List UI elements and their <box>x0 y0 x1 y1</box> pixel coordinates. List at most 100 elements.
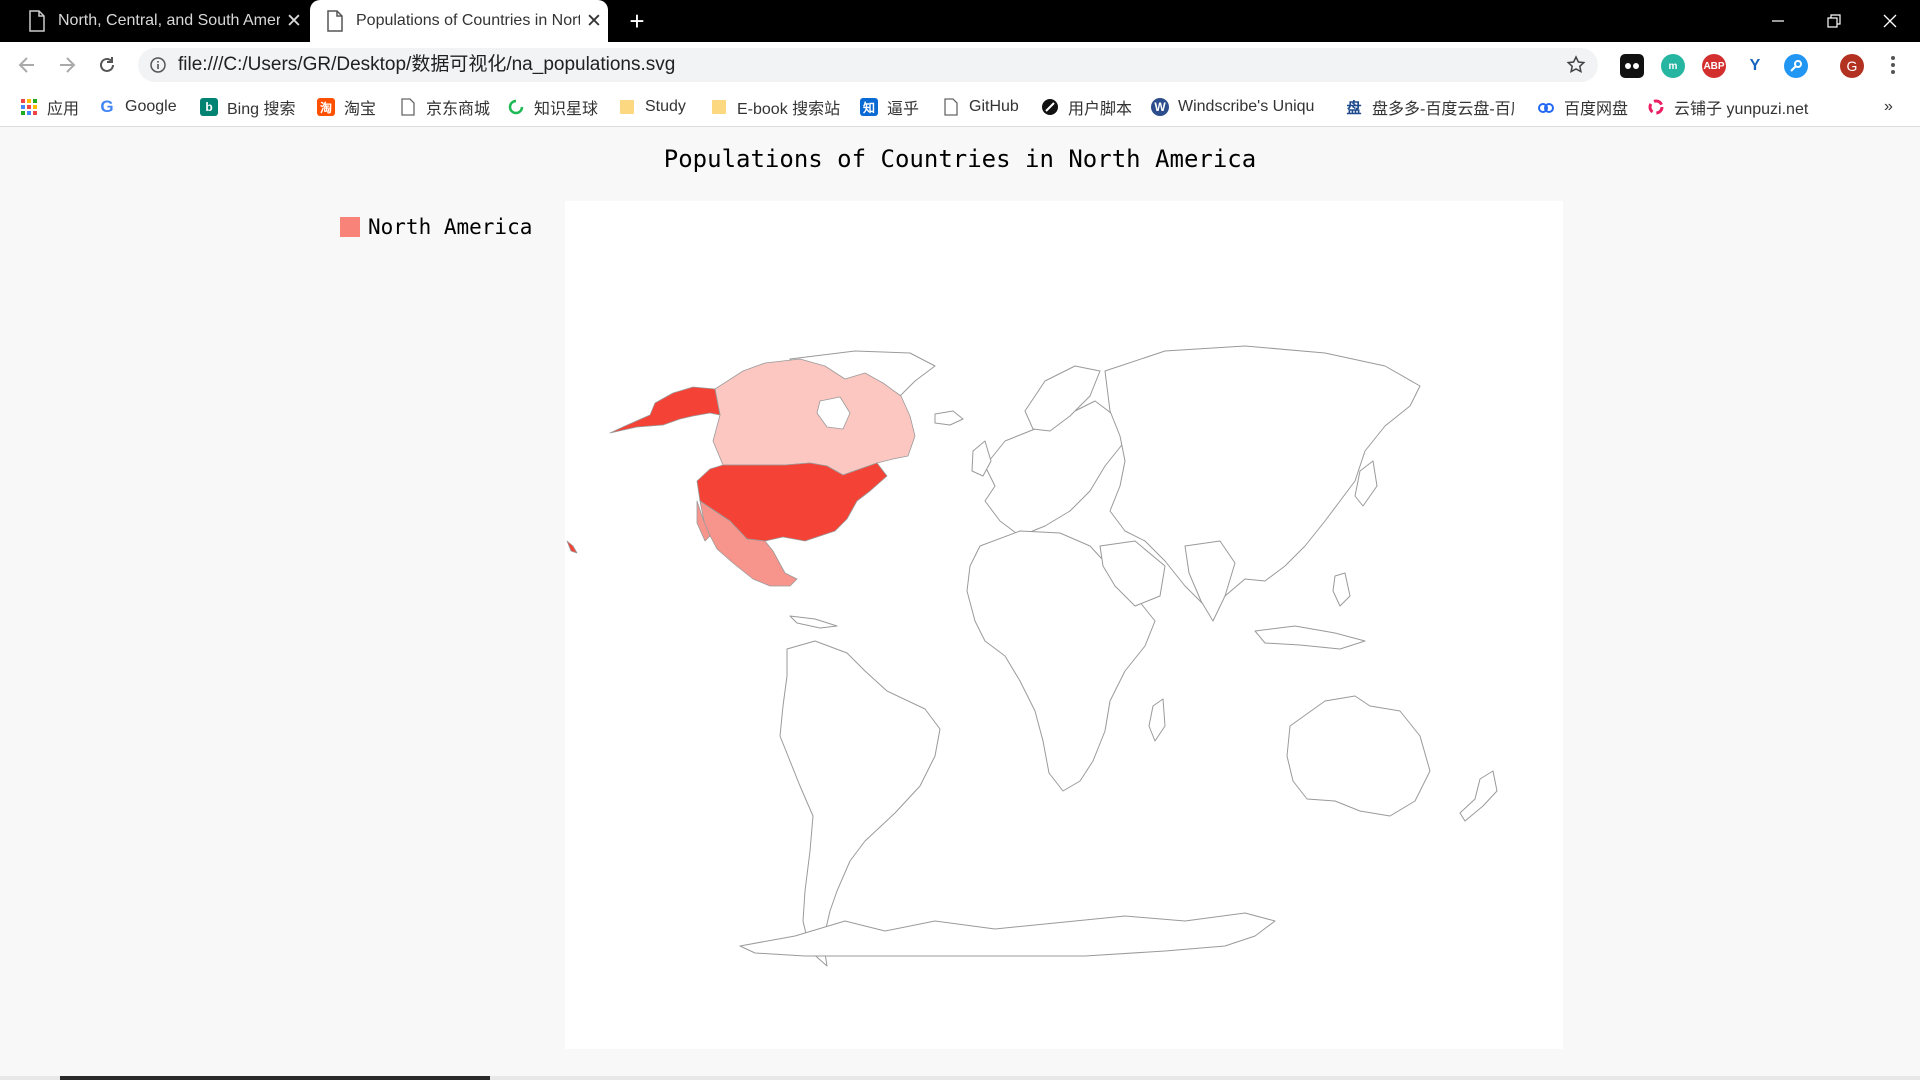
close-icon[interactable]: ✕ <box>286 10 302 32</box>
bookmark-apps[interactable]: 应用 <box>20 88 79 126</box>
page-icon <box>29 10 45 32</box>
folder-icon <box>712 100 726 114</box>
title-bar: North, Central, and South America ✕ Popu… <box>0 0 1920 42</box>
key-icon <box>1790 60 1802 72</box>
script-icon <box>1042 99 1058 115</box>
minimize-button[interactable] <box>1750 0 1806 42</box>
region-cuba[interactable] <box>789 615 838 629</box>
bookmark-star-icon[interactable] <box>1566 55 1586 75</box>
bookmark-label: Study <box>645 98 686 115</box>
bookmark-github[interactable]: GitHub <box>942 88 1019 126</box>
bookmark-label: Bing 搜索 <box>227 101 296 118</box>
bookmark-panduoduo[interactable]: 盘 盘多多-百度云盘-百度 <box>1345 88 1514 126</box>
windscribe-icon: W <box>1151 98 1169 116</box>
continent-south-america[interactable] <box>779 640 941 967</box>
more-bookmarks-button[interactable]: » <box>1884 98 1893 115</box>
extension-4-icon[interactable]: Y <box>1749 57 1761 74</box>
hudson-bay <box>816 396 851 430</box>
horizontal-scrollbar[interactable] <box>0 1076 1920 1080</box>
profile-avatar[interactable]: G <box>1840 54 1864 78</box>
restore-button[interactable] <box>1806 0 1862 42</box>
region-arabia[interactable] <box>1099 540 1166 607</box>
bookmark-label: GitHub <box>969 98 1019 115</box>
country-india[interactable] <box>1184 540 1236 622</box>
back-button[interactable] <box>10 48 44 82</box>
tab-north-central-south-america[interactable]: North, Central, and South America ✕ <box>12 0 308 42</box>
bookmark-zhihu[interactable]: 知 逼乎 <box>860 88 919 126</box>
tab-label: North, Central, and South America <box>58 12 280 29</box>
bing-icon: b <box>200 98 218 116</box>
scrollbar-thumb[interactable] <box>60 1076 490 1080</box>
ring-icon <box>508 99 524 115</box>
kebab-menu-icon <box>1891 56 1895 74</box>
close-icon[interactable]: ✕ <box>586 10 602 32</box>
bookmark-label: 淘宝 <box>344 101 377 118</box>
new-tab-button[interactable]: + <box>629 6 645 36</box>
country-madagascar[interactable] <box>1148 698 1166 742</box>
close-icon <box>1883 14 1897 28</box>
bookmark-label: 百度网盘 <box>1564 101 1629 118</box>
country-uk[interactable] <box>971 440 992 477</box>
bookmark-windscribe[interactable]: W Windscribe's Uniqu <box>1151 88 1320 126</box>
reload-button[interactable] <box>90 48 124 82</box>
bookmark-label: 知识星球 <box>534 101 599 118</box>
bookmark-folder-ebook[interactable]: E-book 搜索站 <box>710 88 840 126</box>
country-australia[interactable] <box>1286 695 1431 817</box>
bookmarks-bar: 应用 G Google b Bing 搜索 淘 淘宝 京东商城 知识星球 Stu… <box>0 88 1920 127</box>
page-icon <box>944 98 958 116</box>
extension-2-icon[interactable]: m <box>1661 54 1685 78</box>
info-icon[interactable] <box>150 57 166 73</box>
country-japan[interactable] <box>1354 460 1378 507</box>
bookmark-userscripts[interactable]: 用户脚本 <box>1041 88 1132 126</box>
tab-populations[interactable]: Populations of Countries in North Americ… <box>310 0 608 42</box>
page-icon <box>327 10 343 32</box>
bookmark-label: 逼乎 <box>887 101 920 118</box>
region-scandinavia[interactable] <box>1024 365 1101 432</box>
reload-icon <box>100 57 114 72</box>
adblock-icon[interactable]: ABP <box>1702 54 1726 78</box>
bookmark-zsxq[interactable]: 知识星球 <box>507 88 598 126</box>
apps-grid-icon <box>21 99 37 115</box>
page-icon <box>401 98 415 116</box>
country-mexico-baja[interactable] <box>696 500 711 542</box>
region-asia[interactable] <box>1104 345 1421 607</box>
bookmark-folder-study[interactable]: Study <box>618 88 686 126</box>
world-map <box>566 345 1498 967</box>
bookmark-jd[interactable]: 京东商城 <box>399 88 490 126</box>
url-text[interactable]: file:///C:/Users/GR/Desktop/数据可视化/na_pop… <box>178 54 676 75</box>
country-iceland[interactable] <box>934 410 964 426</box>
bookmark-label: Google <box>125 98 177 115</box>
continent-antarctica[interactable] <box>739 912 1276 957</box>
country-mexico[interactable] <box>699 500 798 587</box>
legend: North America <box>340 215 532 239</box>
baidu-pan-icon <box>1538 103 1554 113</box>
folder-icon <box>620 100 634 114</box>
country-philippines[interactable] <box>1332 572 1351 607</box>
extension-5-icon[interactable] <box>1784 54 1808 78</box>
bookmark-bing[interactable]: b Bing 搜索 <box>200 88 295 126</box>
browser-toolbar: file:///C:/Users/GR/Desktop/数据可视化/na_pop… <box>0 42 1920 88</box>
bookmark-label: 京东商城 <box>426 101 491 118</box>
bookmark-baidu-pan[interactable]: 百度网盘 <box>1537 88 1628 126</box>
country-usa-hawaii[interactable] <box>566 540 578 554</box>
bookmark-taobao[interactable]: 淘 淘宝 <box>317 88 376 126</box>
country-usa-alaska[interactable] <box>609 386 721 434</box>
pan-icon: 盘 <box>1346 99 1362 117</box>
forward-button[interactable] <box>50 48 84 82</box>
restore-icon <box>1827 14 1841 28</box>
country-new-zealand[interactable] <box>1459 770 1498 822</box>
legend-swatch <box>340 217 360 237</box>
bookmark-google[interactable]: G Google <box>98 88 177 126</box>
menu-button[interactable] <box>1880 52 1906 78</box>
extension-1-icon[interactable] <box>1620 54 1644 78</box>
address-bar[interactable]: file:///C:/Users/GR/Desktop/数据可视化/na_pop… <box>138 48 1598 82</box>
bookmark-yunpuzi[interactable]: 云铺子 yunpuzi.net <box>1647 88 1808 126</box>
back-arrow-icon <box>18 57 34 73</box>
bookmark-label: 用户脚本 <box>1068 101 1133 118</box>
close-window-button[interactable] <box>1862 0 1918 42</box>
page-content: Populations of Countries in North Americ… <box>0 127 1920 1080</box>
minimize-icon <box>1772 20 1784 22</box>
legend-label: North America <box>368 215 533 239</box>
region-indonesia[interactable] <box>1254 625 1366 650</box>
dots-icon <box>1625 63 1639 69</box>
